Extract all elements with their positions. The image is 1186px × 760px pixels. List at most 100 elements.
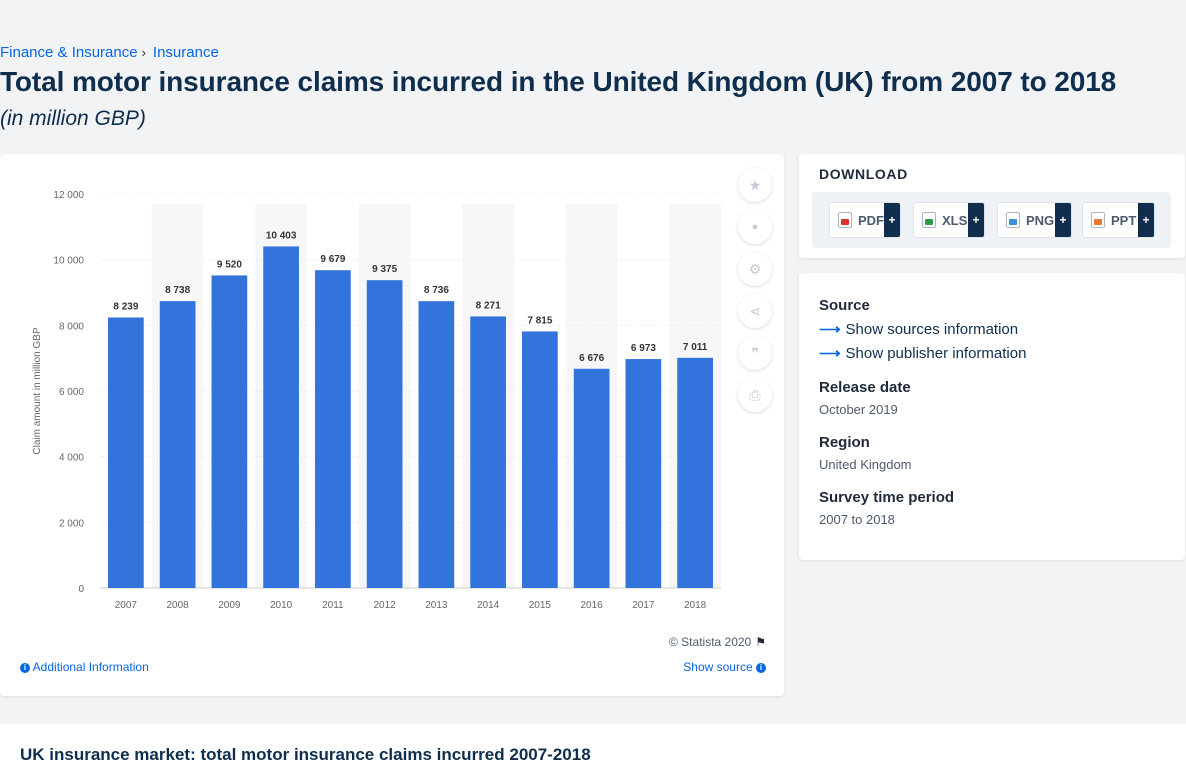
bar-value-label: 8 239 [113, 301, 138, 312]
gear-icon: ⚙ [748, 260, 762, 277]
source-heading: Source [819, 297, 870, 314]
bar [522, 331, 558, 588]
download-panel: DOWNLOAD PDF + XLS + PNG + PPT + [799, 154, 1185, 258]
additional-information-link[interactable]: i Additional Information [20, 660, 149, 674]
ppt-file-icon [1091, 212, 1105, 228]
bar-value-label: 7 011 [683, 342, 708, 353]
print-icon: ⎙ [749, 386, 761, 403]
info-icon: i [756, 662, 766, 673]
bar [263, 246, 299, 589]
y-tick-label: 10 000 [53, 256, 84, 267]
y-tick-label: 8 000 [59, 321, 84, 332]
y-axis-label: Claim amount in million GBP [32, 327, 43, 455]
x-tick-label: 2015 [529, 600, 552, 611]
png-file-icon [1006, 212, 1020, 228]
bar-value-label: 9 375 [372, 264, 397, 275]
cite-button[interactable]: ❞ [738, 336, 772, 370]
bar-value-label: 6 676 [579, 353, 604, 364]
flag-icon[interactable]: ⚑ [755, 635, 766, 649]
download-pdf-button[interactable]: PDF + [829, 202, 901, 238]
related-statistic-title[interactable]: UK insurance market: total motor insuran… [20, 745, 591, 760]
plus-icon: + [968, 203, 984, 237]
download-title: DOWNLOAD [819, 166, 908, 182]
y-tick-label: 0 [78, 584, 84, 595]
bar-value-label: 9 679 [320, 254, 345, 265]
show-publisher-label: Show publisher information [845, 344, 1027, 362]
x-tick-label: 2018 [684, 600, 707, 611]
download-ppt-label: PPT [1111, 212, 1137, 228]
notification-button[interactable]: ● [738, 210, 772, 244]
x-tick-label: 2009 [218, 600, 241, 611]
favorite-button[interactable]: ★ [738, 168, 772, 202]
chart-card: 0 2 000 4 000 6 000 8 000 10 000 12 000 Claim a… [0, 154, 784, 696]
related-statistic-card: UK insurance market: total motor insuran… [0, 724, 1186, 760]
y-tick-label: 12 000 [53, 190, 84, 201]
page-title: Total motor insurance claims incurred in… [0, 66, 1117, 97]
copyright-note: © Statista 2020 ⚑ [669, 635, 766, 649]
copyright-text: © Statista 2020 [669, 635, 752, 649]
quote-icon: ❞ [751, 344, 759, 361]
settings-button[interactable]: ⚙ [738, 252, 772, 286]
print-button[interactable]: ⎙ [738, 378, 772, 412]
bar [677, 357, 713, 588]
show-sources-link[interactable]: ⟶ Show sources information [819, 320, 1019, 339]
x-tick-label: 2014 [477, 600, 500, 611]
download-xls-button[interactable]: XLS + [913, 202, 985, 238]
star-icon: ★ [748, 176, 762, 193]
show-source-label: Show source [683, 660, 753, 674]
breadcrumb-link-finance[interactable]: Finance & Insurance [0, 44, 138, 61]
bar [625, 359, 662, 588]
x-tick-label: 2008 [167, 600, 190, 611]
region-heading: Region [819, 434, 870, 451]
show-publisher-link[interactable]: ⟶ Show publisher information [819, 344, 1027, 363]
x-tick-label: 2007 [115, 600, 138, 611]
breadcrumb-link-insurance[interactable]: Insurance [152, 44, 219, 61]
survey-period-heading: Survey time period [819, 489, 955, 506]
top-navigation-bar [0, 0, 1186, 34]
page-subtitle: (in million GBP) [0, 107, 146, 130]
arrow-right-icon: ⟶ [819, 345, 841, 362]
bar [315, 270, 351, 588]
additional-information-label: Additional Information [32, 660, 149, 674]
bar-value-label: 7 815 [527, 315, 552, 326]
y-tick-label: 6 000 [59, 387, 84, 398]
x-tick-label: 2011 [322, 600, 344, 611]
bar [211, 275, 248, 588]
bar [366, 280, 403, 588]
download-png-label: PNG [1026, 212, 1055, 228]
download-xls-label: XLS [942, 212, 968, 228]
plus-icon: + [884, 203, 900, 237]
show-sources-label: Show sources information [845, 320, 1019, 338]
bar-value-label: 8 271 [476, 300, 501, 311]
y-tick-label: 2 000 [59, 518, 84, 529]
breadcrumb: Finance & Insurance › Insurance [0, 44, 219, 61]
statistic-details-panel: Source ⟶ Show sources information ⟶ Show… [799, 273, 1185, 560]
bar-chart: 0 2 000 4 000 6 000 8 000 10 000 12 000 Claim a… [32, 190, 721, 611]
breadcrumb-separator: › [141, 45, 146, 60]
plus-icon: + [1055, 203, 1071, 237]
bar [573, 368, 610, 588]
show-source-link[interactable]: Show source i [683, 660, 766, 674]
download-ppt-button[interactable]: PPT + [1082, 202, 1155, 238]
bar [108, 317, 144, 588]
x-tick-label: 2013 [425, 600, 448, 611]
arrow-right-icon: ⟶ [819, 321, 841, 338]
x-tick-label: 2017 [632, 600, 655, 611]
x-tick-label: 2012 [374, 600, 397, 611]
bar-value-label: 6 973 [631, 343, 656, 354]
x-tick-label: 2010 [270, 600, 293, 611]
survey-period-value: 2007 to 2018 [819, 512, 895, 527]
download-pdf-label: PDF [858, 212, 884, 228]
release-date-heading: Release date [819, 379, 911, 396]
x-tick-label: 2016 [581, 600, 604, 611]
release-date-value: October 2019 [819, 402, 898, 417]
bar-value-label: 8 736 [424, 285, 449, 296]
chart-toolbar: ★ ● ⚙ ⋖ ❞ ⎙ [738, 168, 772, 420]
bell-icon: ● [751, 221, 759, 233]
xls-file-icon [922, 212, 936, 228]
bar-value-label: 8 738 [165, 285, 190, 296]
share-button[interactable]: ⋖ [738, 294, 772, 328]
y-tick-label: 4 000 [59, 453, 84, 464]
bar-value-label: 10 403 [266, 230, 297, 241]
download-png-button[interactable]: PNG + [997, 202, 1072, 238]
